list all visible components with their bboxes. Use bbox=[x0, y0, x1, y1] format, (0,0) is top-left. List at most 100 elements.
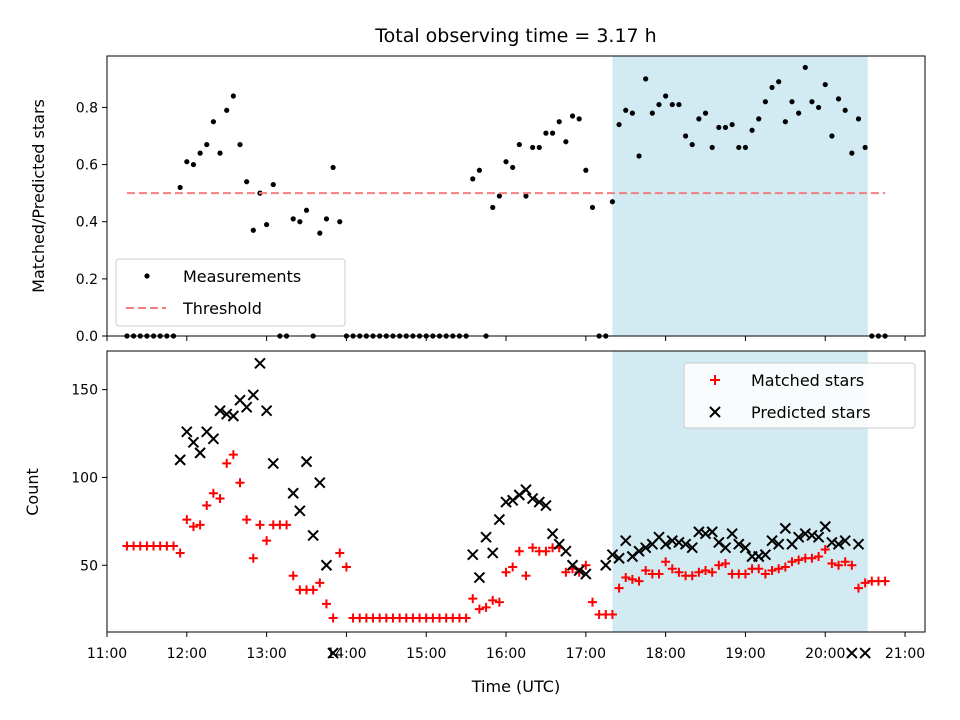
y-tick-label: 0.6 bbox=[76, 158, 98, 174]
data-point bbox=[314, 477, 326, 489]
data-point bbox=[300, 455, 313, 468]
data-point bbox=[533, 496, 545, 508]
data-point bbox=[254, 357, 266, 370]
data-point bbox=[549, 130, 556, 136]
data-point bbox=[826, 536, 838, 549]
data-point bbox=[580, 568, 592, 580]
data-point bbox=[543, 130, 549, 136]
data-point bbox=[860, 578, 870, 588]
data-point bbox=[636, 153, 642, 159]
data-point bbox=[759, 549, 772, 561]
x-tick-label: 14:00 bbox=[326, 646, 366, 662]
data-point bbox=[496, 193, 502, 199]
data-point bbox=[227, 410, 240, 422]
legend-label: Matched stars bbox=[751, 371, 864, 390]
data-point bbox=[224, 107, 230, 113]
time-x-axis: 11:00 12:00 13:00 14:00 15:00 16:00 17:00 18:00… bbox=[87, 632, 925, 662]
data-point bbox=[852, 538, 865, 550]
data-point bbox=[516, 141, 522, 148]
data-point bbox=[175, 548, 185, 558]
data-point bbox=[614, 583, 624, 593]
data-point bbox=[729, 121, 735, 128]
data-point bbox=[676, 101, 682, 108]
count-legend: Matched stars Predicted stars bbox=[683, 362, 916, 429]
data-point bbox=[709, 144, 715, 151]
data-point bbox=[228, 450, 238, 460]
data-point bbox=[815, 104, 822, 111]
data-point bbox=[849, 150, 855, 156]
data-point bbox=[694, 567, 704, 577]
x-tick-label: 11:00 bbox=[87, 646, 127, 662]
data-point bbox=[290, 216, 296, 222]
data-point bbox=[514, 546, 524, 556]
data-point bbox=[335, 548, 345, 558]
data-point bbox=[481, 602, 491, 612]
data-point bbox=[643, 76, 649, 82]
data-point bbox=[487, 547, 499, 559]
legend-marker bbox=[144, 273, 150, 279]
x-tick-label: 13:00 bbox=[246, 646, 286, 662]
data-point bbox=[774, 564, 784, 574]
ratio-plot-area bbox=[124, 64, 888, 339]
ratio-x-ticks bbox=[106, 336, 906, 341]
time-x-axis-label: Time (UTC) bbox=[471, 677, 560, 696]
data-point bbox=[814, 551, 824, 561]
data-point bbox=[540, 499, 552, 512]
legend-box bbox=[115, 258, 346, 327]
data-point bbox=[706, 526, 718, 538]
data-point bbox=[880, 576, 890, 586]
data-point bbox=[197, 150, 203, 156]
data-point bbox=[177, 184, 183, 191]
data-point bbox=[468, 594, 478, 604]
data-point bbox=[337, 219, 343, 225]
ratio-axes-frame bbox=[106, 55, 926, 337]
count-y-axis: 50 100 150 bbox=[71, 383, 107, 574]
data-point bbox=[855, 116, 862, 122]
ratio-y-axis: 0.0 0.2 0.4 0.6 0.8 bbox=[76, 100, 107, 345]
data-point bbox=[190, 161, 197, 168]
data-point bbox=[546, 527, 559, 540]
data-point bbox=[621, 573, 631, 583]
data-point bbox=[480, 531, 492, 543]
data-point bbox=[722, 124, 729, 131]
data-point bbox=[819, 520, 831, 533]
ratio-y-axis-label: Matched/Predicted stars bbox=[29, 99, 48, 293]
data-point bbox=[188, 522, 198, 532]
data-point bbox=[667, 564, 677, 574]
data-point bbox=[476, 167, 483, 173]
data-point bbox=[733, 538, 745, 550]
data-point bbox=[806, 529, 818, 542]
data-point bbox=[328, 613, 338, 623]
data-point bbox=[247, 389, 260, 401]
data-point bbox=[740, 569, 750, 579]
legend-marker bbox=[709, 406, 721, 418]
data-point bbox=[802, 64, 808, 71]
data-point bbox=[639, 541, 652, 554]
data-point bbox=[204, 141, 210, 148]
data-point bbox=[327, 647, 339, 659]
data-point bbox=[716, 124, 722, 131]
series-predicted-stars bbox=[174, 357, 871, 659]
data-point bbox=[689, 141, 695, 148]
y-tick-label: 0.0 bbox=[76, 329, 98, 345]
data-point bbox=[656, 101, 662, 108]
data-point bbox=[807, 553, 817, 563]
y-tick-label: 0.8 bbox=[76, 100, 98, 116]
data-point bbox=[766, 534, 778, 547]
data-point bbox=[230, 93, 236, 99]
data-point bbox=[682, 133, 689, 139]
data-point bbox=[654, 569, 664, 579]
data-point bbox=[762, 99, 768, 105]
data-point bbox=[341, 562, 351, 572]
data-point bbox=[520, 484, 532, 496]
data-point bbox=[195, 520, 205, 530]
data-point bbox=[250, 227, 256, 233]
x-tick-label: 19:00 bbox=[725, 646, 765, 662]
data-point bbox=[242, 515, 252, 525]
data-point bbox=[719, 541, 732, 554]
data-point bbox=[260, 405, 273, 417]
data-point bbox=[812, 531, 825, 543]
data-point bbox=[600, 559, 612, 571]
data-point bbox=[244, 179, 250, 185]
